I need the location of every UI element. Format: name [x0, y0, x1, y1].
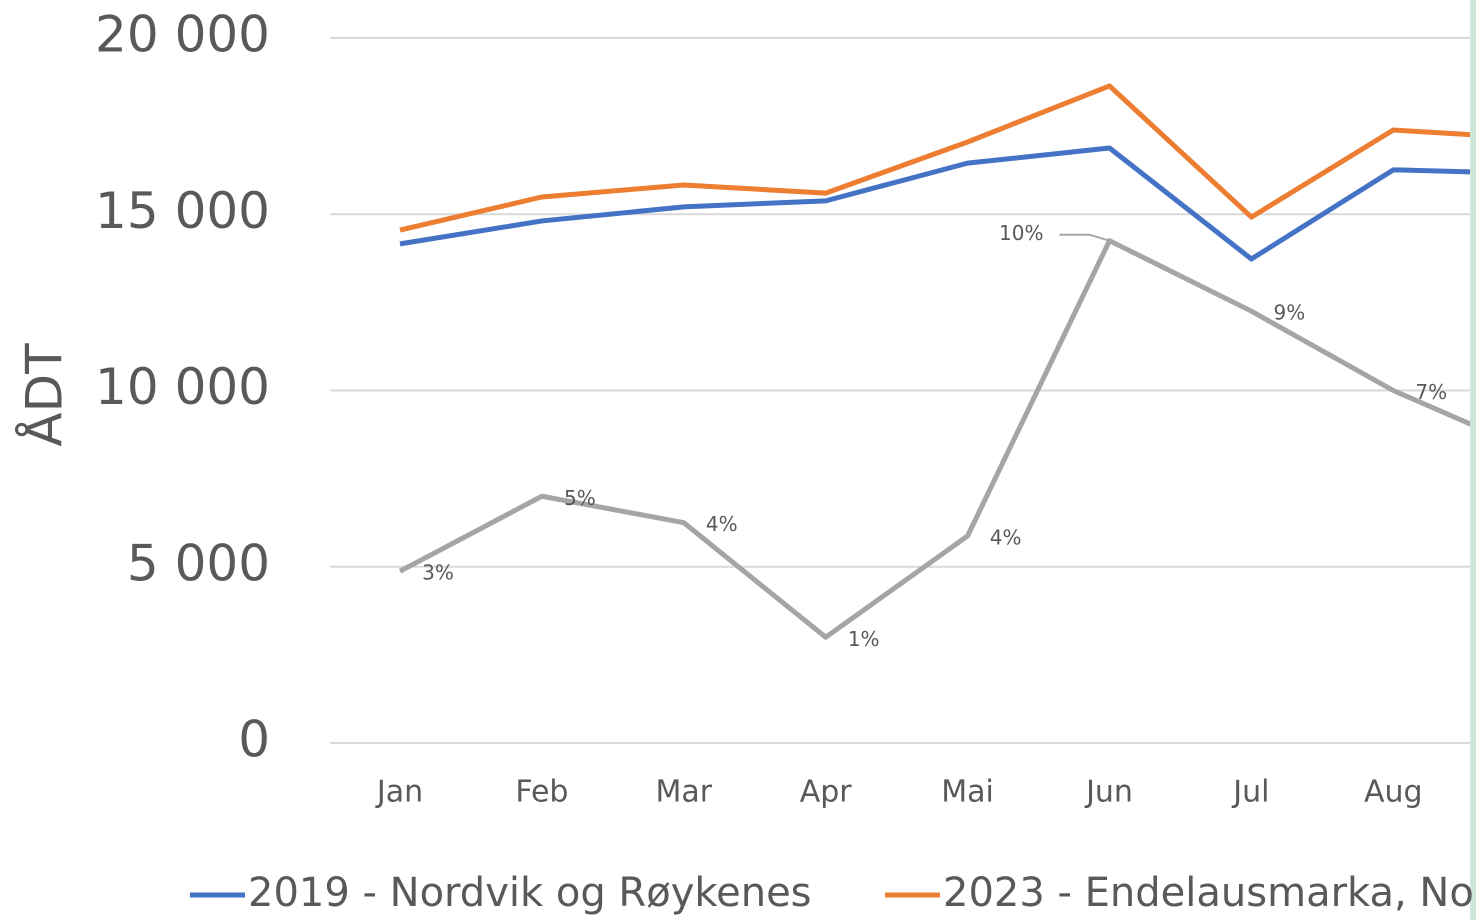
y-tick-label: 0	[238, 711, 270, 769]
y-tick-label: 15 000	[95, 182, 270, 240]
legend-label: 2023 - Endelausmarka, Nor	[943, 870, 1476, 916]
legend-label: 2019 - Nordvik og Røykenes	[248, 870, 812, 916]
x-tick-label: Mai	[941, 775, 994, 810]
leader-line	[1059, 233, 1110, 242]
series-line	[399, 83, 1470, 233]
x-tick-label: Feb	[515, 775, 568, 810]
data-label: 4%	[706, 512, 738, 536]
x-tick-label: Jul	[1231, 775, 1269, 810]
y-axis-label: ÅDT	[16, 343, 74, 447]
y-tick-label: 20 000	[95, 6, 270, 64]
background-strip	[1470, 0, 1476, 920]
plot-area: Jan Feb Mar Apr Mai Jun Jul Aug 3% 5% 4% 1% 4% 10% 9% 7…	[330, 37, 1470, 810]
data-label: 1%	[848, 627, 880, 651]
data-label: 7%	[1415, 380, 1447, 404]
x-tick-label: Jun	[1084, 775, 1133, 810]
y-tick-label: 10 000	[95, 358, 270, 416]
y-tick-label: 5 000	[127, 534, 270, 592]
x-tick-label: Mar	[655, 775, 712, 810]
x-tick-label: Aug	[1364, 775, 1423, 810]
data-label: 10%	[999, 221, 1043, 245]
data-label: 9%	[1274, 301, 1306, 325]
data-label: 3%	[422, 561, 454, 585]
series-line	[399, 145, 1470, 262]
data-label: 5%	[564, 486, 596, 510]
x-tick-label: Apr	[800, 775, 853, 810]
data-label: 4%	[990, 525, 1022, 549]
x-tick-label: Jan	[375, 775, 423, 810]
series-line	[398, 238, 1470, 640]
